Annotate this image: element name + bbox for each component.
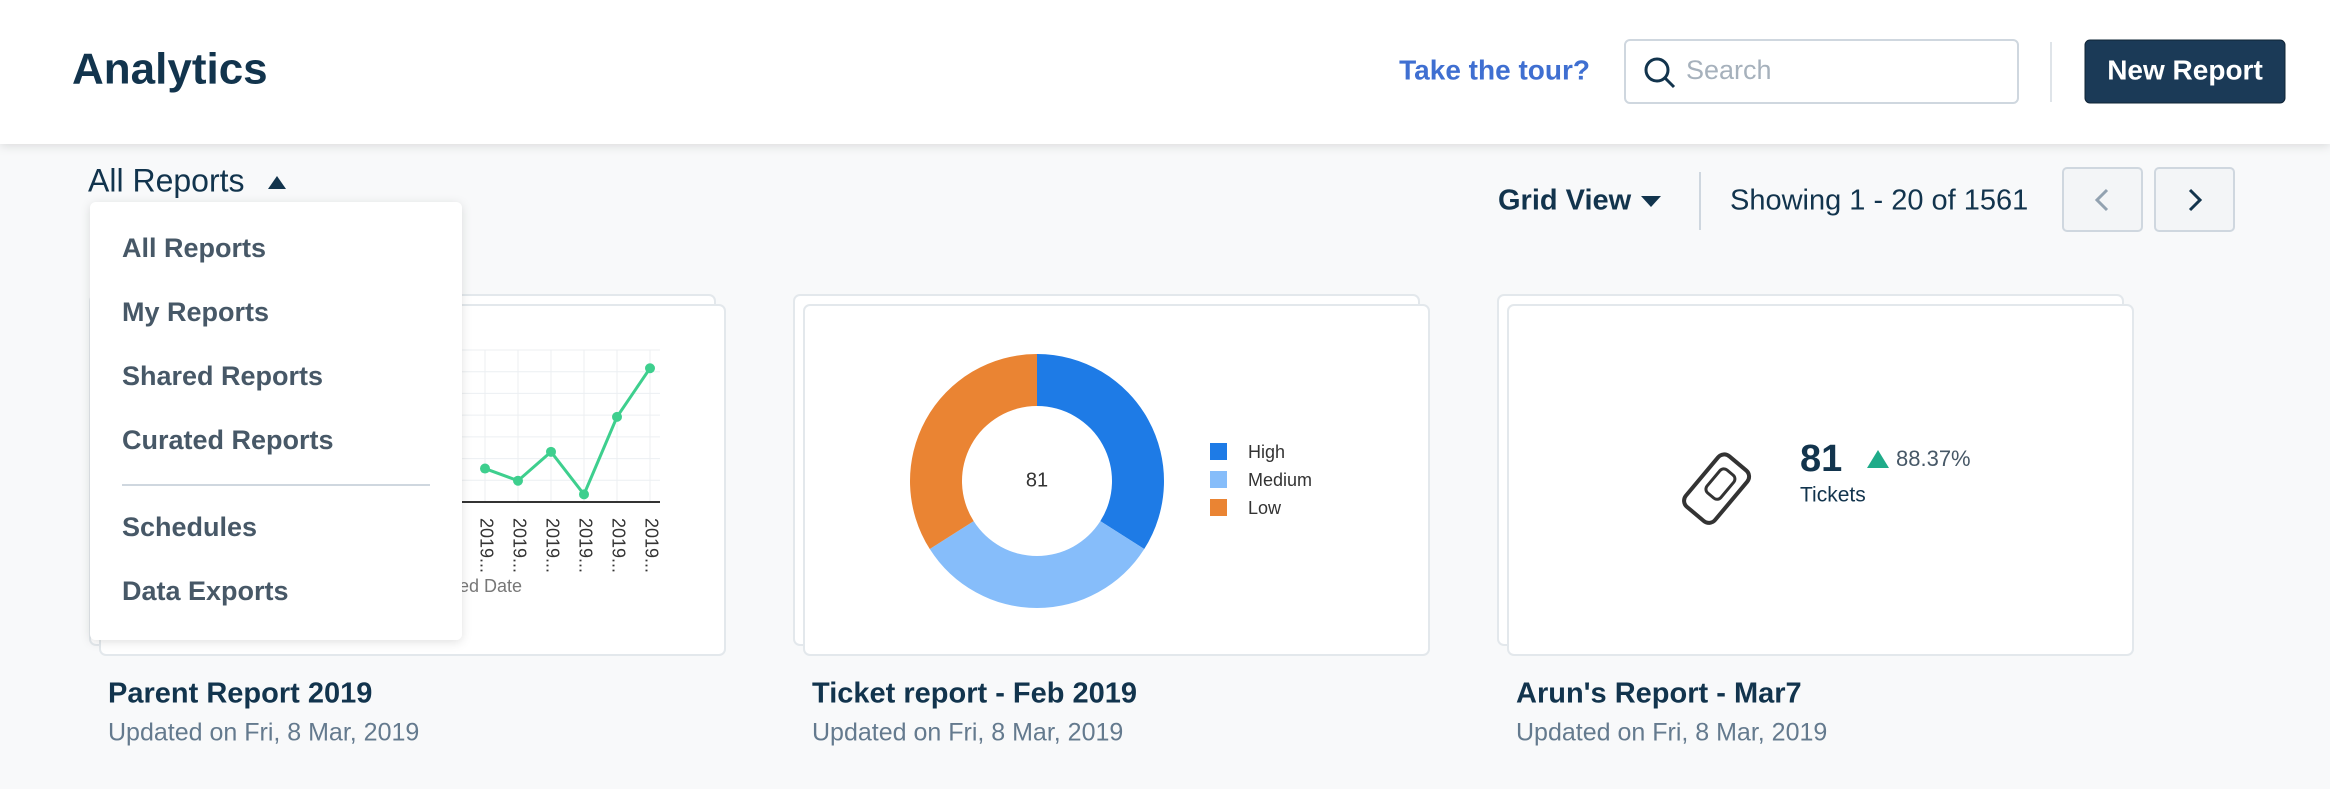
dropdown-item[interactable]: Data Exports [122, 576, 289, 606]
next-icon [2188, 188, 2203, 212]
card[interactable] [1507, 304, 2134, 656]
metric-label: Tickets [1800, 484, 1866, 507]
view-toggle[interactable]: Grid View [1498, 185, 1632, 217]
x-tick-label: 2019... [608, 518, 628, 573]
dropdown-item[interactable]: My Reports [122, 297, 269, 327]
caret-down [1641, 196, 1661, 207]
new-report-button[interactable] [2084, 39, 2286, 104]
ticket-icon [1682, 452, 1752, 525]
x-tick-label: 2019... [542, 518, 562, 573]
prev-icon [2094, 188, 2109, 212]
x-tick-label: 2019... [575, 518, 595, 573]
dropdown-item[interactable]: Schedules [122, 512, 257, 542]
legend-swatch [1210, 471, 1227, 488]
dropdown-item[interactable]: Shared Reports [122, 361, 323, 391]
metric-change: 88.37% [1896, 446, 1971, 471]
legend-swatch [1210, 443, 1227, 460]
x-tick-label: 2019... [509, 518, 529, 573]
legend-label: Medium [1248, 470, 1312, 490]
x-tick-label: 2019... [476, 518, 496, 573]
dropdown-item[interactable]: All Reports [122, 233, 266, 263]
point [546, 446, 556, 457]
card-updated: Updated on Fri, 8 Mar, 2019 [1516, 719, 1827, 747]
search-icon [1644, 57, 1670, 83]
x-tick-label: 2019... [641, 518, 661, 573]
dropdown-panel [90, 202, 462, 640]
legend-label: Low [1248, 498, 1282, 518]
card-updated: Updated on Fri, 8 Mar, 2019 [108, 719, 419, 747]
search-icon [1663, 76, 1676, 89]
dropdown-item[interactable]: Curated Reports [122, 425, 334, 455]
point [513, 475, 523, 486]
card-updated: Updated on Fri, 8 Mar, 2019 [812, 719, 1123, 747]
tour-link[interactable]: Take the tour? [1399, 54, 1590, 85]
point [480, 463, 490, 474]
donut-segment [929, 521, 1145, 608]
donut-segment [910, 354, 1037, 550]
donut-segment [1037, 354, 1164, 550]
filter-toggle[interactable]: All Reports [88, 162, 245, 198]
up-arrow [1867, 450, 1889, 468]
card-title: Parent Report 2019 [108, 678, 372, 710]
point [645, 363, 655, 374]
caret-up [268, 176, 286, 189]
legend-swatch [1210, 499, 1227, 516]
ticket-icon [1704, 467, 1737, 501]
card-title: Arun's Report - Mar7 [1516, 678, 1802, 710]
card-title: Ticket report - Feb 2019 [812, 678, 1137, 710]
dropdown: All Reports My Reports Shared Reports Curat… [90, 202, 462, 640]
point [579, 489, 589, 500]
search-placeholder: Search [1686, 55, 1772, 85]
page-title: Analytics [72, 45, 268, 94]
next-button[interactable] [2154, 167, 2235, 232]
metric-value: 81 [1800, 438, 1842, 480]
pagination-info: Showing 1 - 20 of 1561 [1730, 185, 2028, 217]
search-box[interactable] [1624, 39, 2019, 104]
button-label: New Report [2107, 54, 2263, 85]
point [612, 411, 622, 422]
donut-center-label: 81 [1026, 469, 1048, 491]
line [484, 367, 652, 498]
legend-label: High [1248, 442, 1285, 462]
prev-button[interactable] [2062, 167, 2143, 232]
